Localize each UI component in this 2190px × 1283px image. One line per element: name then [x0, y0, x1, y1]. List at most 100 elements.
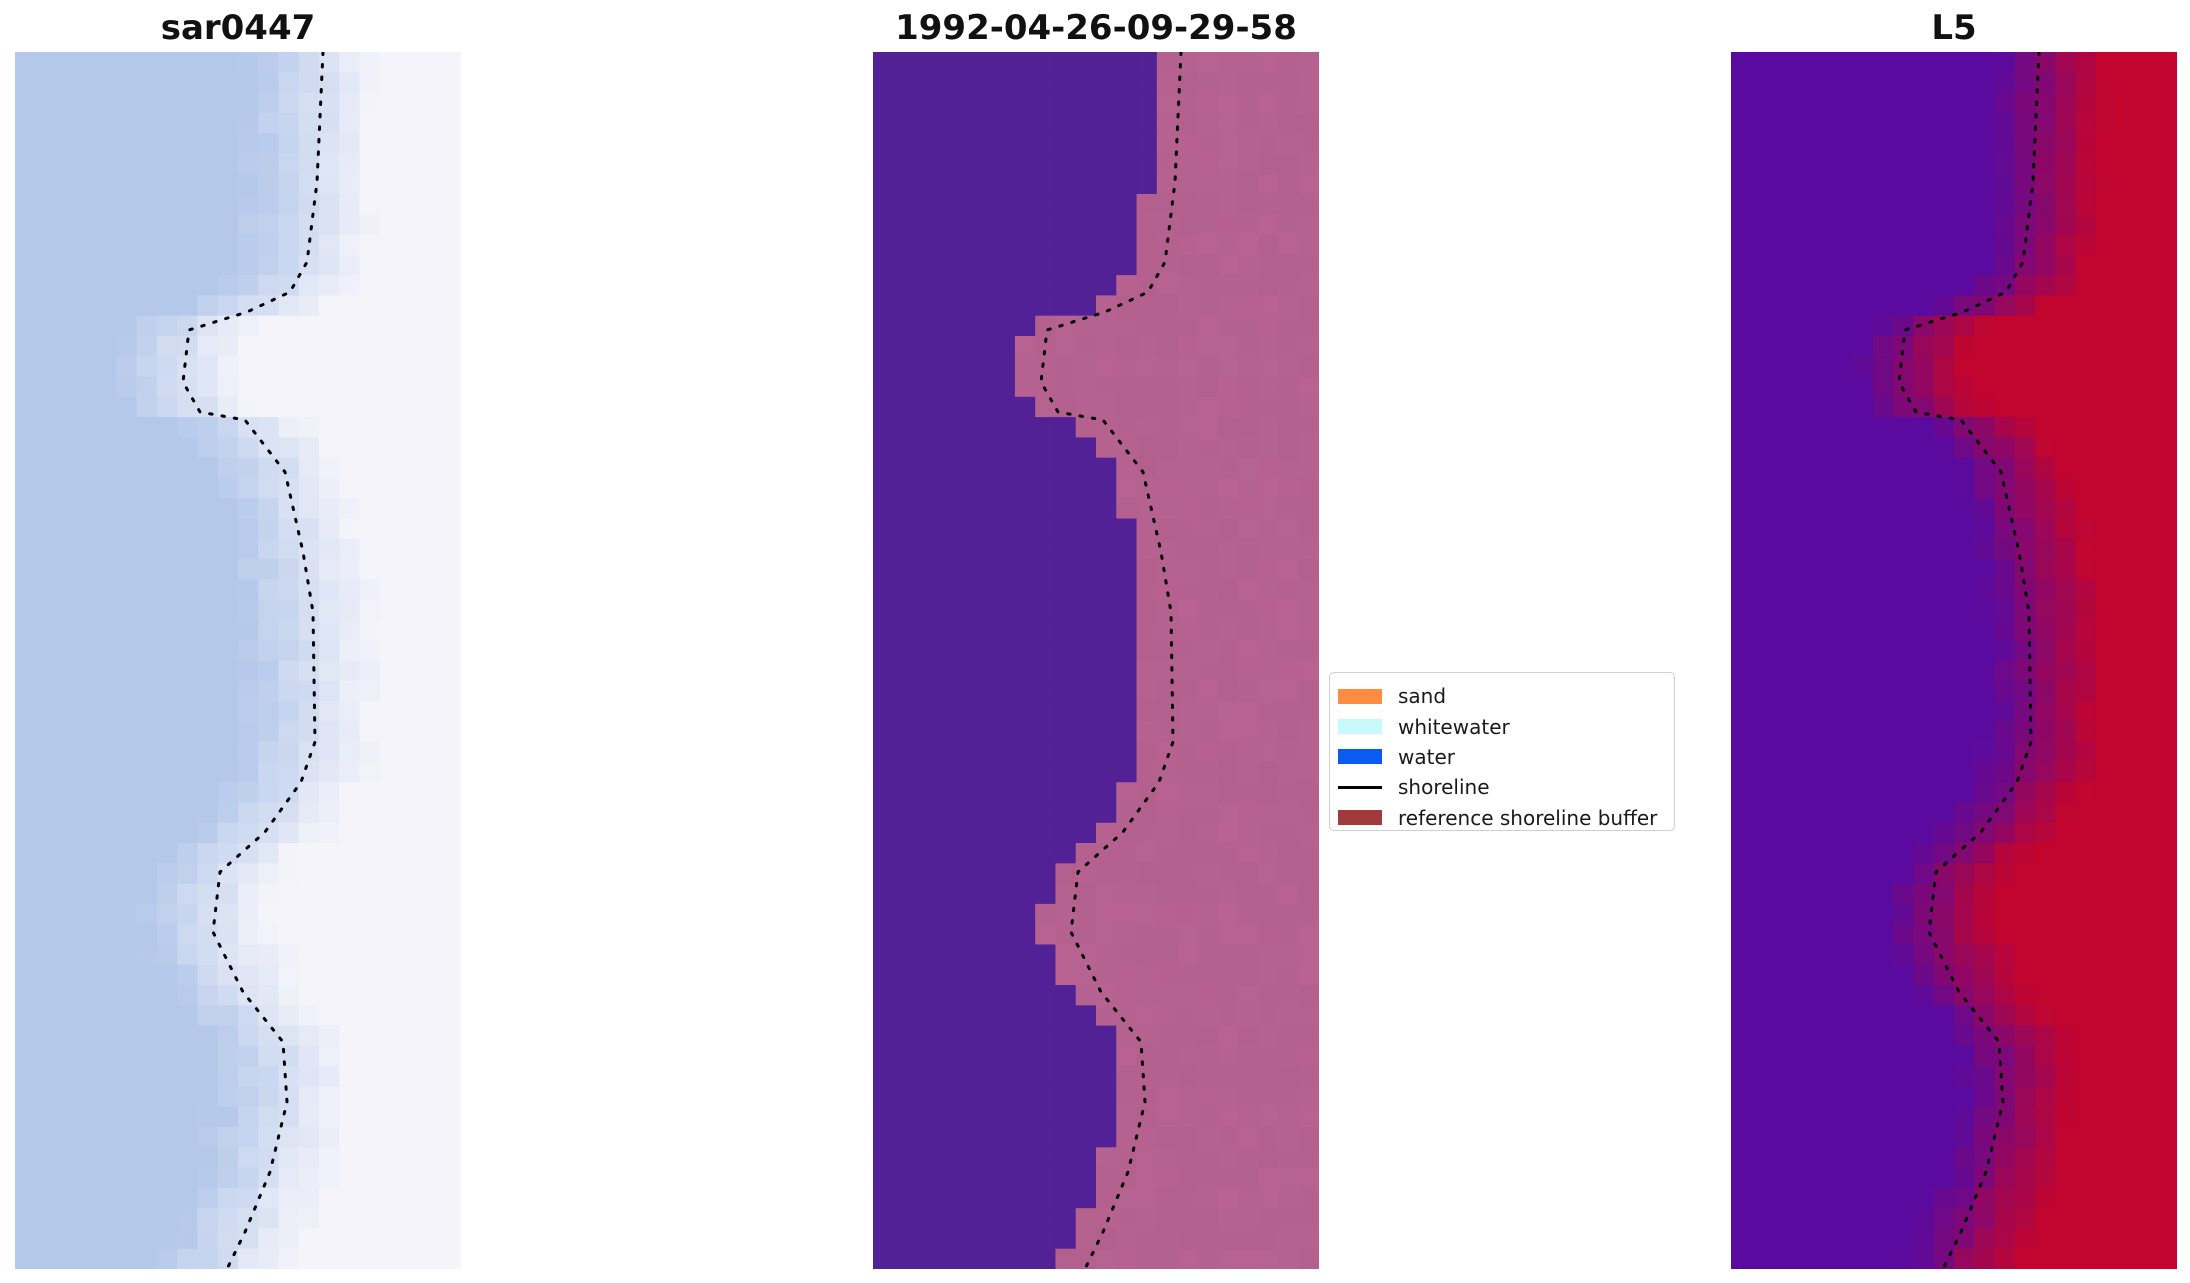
rgb-pixel [258, 1228, 280, 1250]
index-pixel [1771, 335, 1793, 357]
rgb-pixel [339, 498, 361, 520]
classified-pixel [1156, 1086, 1178, 1108]
classified-pixel [1177, 640, 1198, 662]
index-pixel [1933, 193, 1955, 215]
classified-pixel [1298, 761, 1319, 783]
classified-pixel [974, 254, 996, 276]
rgb-pixel [440, 457, 461, 479]
rgb-pixel [258, 234, 280, 256]
classified-pixel [1075, 477, 1097, 499]
rgb-pixel [359, 153, 381, 175]
classified-pixel [1217, 863, 1239, 885]
rgb-pixel [298, 680, 320, 702]
rgb-pixel [15, 1025, 36, 1047]
index-pixel [2116, 903, 2138, 925]
index-pixel [1791, 1025, 1813, 1047]
classified-pixel [974, 640, 996, 662]
classified-pixel [1035, 883, 1057, 905]
rgb-pixel [379, 883, 401, 905]
classified-pixel [1217, 619, 1239, 641]
classified-pixel [1298, 92, 1319, 114]
rgb-pixel [440, 295, 461, 317]
index-pixel [2116, 477, 2138, 499]
classified-pixel [913, 295, 935, 317]
rgb-pixel [75, 1045, 97, 1067]
rgb-pixel [278, 1127, 300, 1148]
index-pixel [1974, 680, 1996, 702]
classified-pixel [893, 1045, 915, 1067]
rgb-pixel [96, 295, 117, 317]
index-pixel [2116, 437, 2138, 459]
classified-pixel [933, 112, 955, 134]
index-pixel [1812, 701, 1833, 722]
index-pixel [2136, 1045, 2158, 1067]
classified-pixel [994, 1045, 1016, 1067]
rgb-pixel [258, 741, 280, 763]
index-pixel [1751, 1045, 1773, 1067]
rgb-pixel [116, 1208, 138, 1230]
index-pixel [2116, 1208, 2138, 1230]
index-pixel [2014, 883, 2036, 905]
classified-pixel [1136, 1045, 1158, 1067]
index-pixel [1994, 1208, 2016, 1230]
index-pixel [2095, 619, 2117, 641]
rgb-pixel [278, 802, 300, 824]
index-pixel [2035, 761, 2056, 783]
classified-pixel [873, 518, 894, 540]
rgb-pixel [420, 1228, 442, 1250]
rgb-pixel [420, 680, 442, 702]
classified-pixel [1278, 721, 1300, 743]
rgb-pixel [400, 234, 422, 256]
rgb-pixel [96, 701, 117, 722]
index-pixel [2055, 356, 2077, 378]
classified-pixel [933, 903, 955, 925]
classified-pixel [933, 356, 955, 378]
index-pixel [2095, 1187, 2117, 1209]
index-pixel [2095, 964, 2117, 986]
rgb-pixel [197, 1228, 219, 1250]
classified-pixel [1116, 356, 1138, 378]
rgb-pixel [156, 964, 178, 986]
index-pixel [1771, 1106, 1793, 1128]
rgb-pixel [75, 498, 97, 520]
classified-pixel [1278, 761, 1300, 783]
rgb-pixel [400, 477, 422, 499]
classified-pixel [933, 538, 955, 560]
index-pixel [2156, 112, 2177, 134]
index-pixel [1791, 234, 1813, 256]
rgb-pixel [177, 1248, 199, 1269]
rgb-pixel [278, 843, 300, 864]
classified-pixel [1197, 1066, 1219, 1088]
classified-pixel [1258, 883, 1280, 905]
rgb-pixel [15, 396, 36, 418]
classified-pixel [1177, 883, 1198, 905]
classified-pixel [1278, 1025, 1300, 1047]
index-pixel [1933, 133, 1955, 155]
classified-pixel [1177, 1187, 1198, 1209]
rgb-pixel [96, 1187, 117, 1209]
index-pixel [2095, 680, 2117, 702]
rgb-pixel [238, 903, 259, 925]
classified-pixel [1217, 883, 1239, 905]
index-pixel [2035, 1167, 2056, 1189]
index-pixel [1771, 1045, 1793, 1067]
index-pixel [1974, 1005, 1996, 1027]
index-pixel [1731, 133, 1752, 155]
classified-pixel [1014, 538, 1036, 560]
rgb-pixel [75, 1086, 97, 1108]
classified-pixel [1136, 802, 1158, 824]
index-pixel [1852, 944, 1874, 966]
index-pixel [2075, 883, 2097, 905]
rgb-pixel [238, 254, 259, 276]
classified-pixel [994, 1228, 1016, 1250]
rgb-pixel [96, 721, 117, 743]
index-pixel [1954, 1066, 1975, 1088]
rgb-pixel [177, 903, 199, 925]
classified-pixel [1237, 701, 1259, 722]
rgb-pixel [440, 1025, 461, 1047]
index-pixel [1893, 985, 1915, 1006]
rgb-pixel [258, 275, 280, 296]
index-pixel [2095, 214, 2117, 236]
classified-pixel [1156, 1167, 1178, 1189]
classified-pixel [1096, 883, 1117, 905]
